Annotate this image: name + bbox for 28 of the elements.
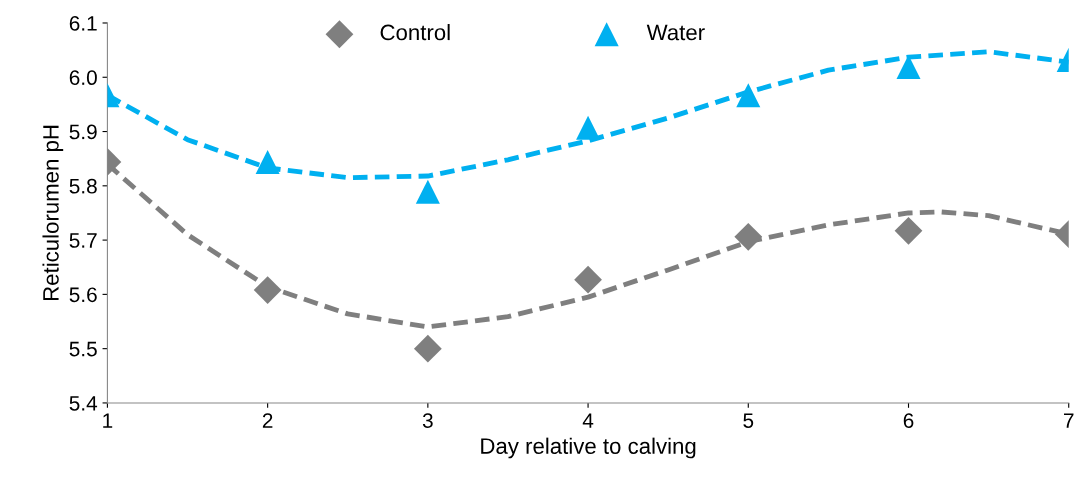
y-tick-label: 5.4 [69, 396, 98, 411]
point [576, 115, 601, 140]
y-tick-label: 6.0 [69, 70, 97, 86]
legend-label: Control [380, 23, 450, 41]
point [415, 179, 440, 204]
point [894, 216, 923, 245]
x-tick-label: 2 [262, 413, 273, 428]
point [734, 222, 763, 251]
y-tick-label: 5.9 [69, 124, 97, 140]
x-tick-label: 5 [743, 413, 754, 428]
y-tick-label: 6.1 [69, 15, 97, 31]
y-tick-label: 5.8 [69, 178, 97, 194]
y-tick-label: 5.6 [69, 287, 97, 303]
x-axis-title: Day relative to calving [481, 437, 696, 459]
x-tick-label: 4 [582, 413, 594, 428]
point [413, 334, 442, 363]
x-tick-label: 3 [422, 413, 433, 428]
legend-label: Water [646, 24, 705, 41]
y-tick-label: 5.5 [69, 341, 97, 357]
point [574, 265, 602, 294]
y-axis-title: Reticulorumen pH [42, 125, 64, 301]
point [253, 276, 282, 304]
y-tick-label: 5.7 [69, 233, 97, 248]
x-tick-label: 1 [103, 413, 113, 428]
point [736, 83, 761, 108]
x-tick-label: 6 [903, 413, 914, 428]
point [255, 149, 280, 174]
x-tick-label: 7 [1064, 413, 1074, 428]
